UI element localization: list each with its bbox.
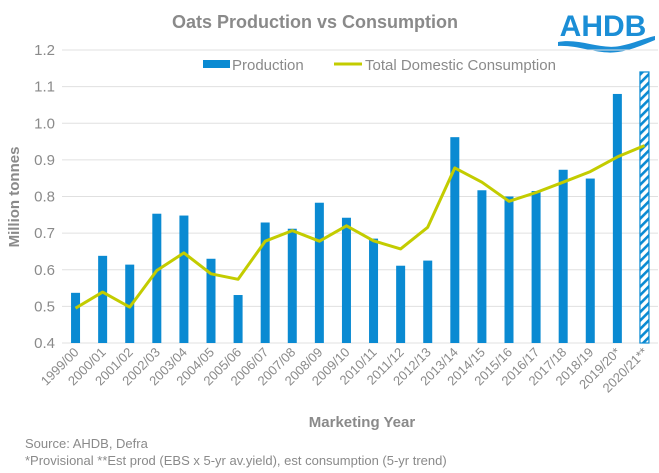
ahdb-logo: AHDB bbox=[558, 10, 655, 53]
production-bar bbox=[314, 202, 324, 343]
chart-title: Oats Production vs Consumption bbox=[172, 12, 458, 32]
y-tick-label: 0.6 bbox=[34, 262, 55, 279]
production-bar bbox=[423, 260, 433, 343]
footnote: *Provisional **Est prod (EBS x 5-yr av.y… bbox=[25, 453, 447, 468]
production-bar bbox=[98, 255, 108, 343]
production-bar bbox=[260, 222, 270, 343]
production-bar bbox=[125, 264, 135, 343]
y-tick-label: 0.8 bbox=[34, 189, 55, 206]
production-bar bbox=[585, 178, 595, 343]
production-bar bbox=[450, 137, 460, 343]
y-tick-labels: 0.4 0.5 0.6 0.7 0.8 0.9 1.0 1.1 1.2 bbox=[34, 42, 55, 352]
x-tick-labels: 1999/002000/012001/022002/032003/042004/… bbox=[38, 345, 651, 396]
production-bar bbox=[233, 295, 243, 343]
legend: Production Total Domestic Consumption bbox=[203, 57, 556, 74]
legend-swatch-production bbox=[203, 60, 230, 68]
gridlines bbox=[62, 49, 658, 344]
y-tick-label: 0.9 bbox=[34, 152, 55, 169]
production-bar bbox=[71, 292, 81, 343]
production-bar bbox=[612, 93, 622, 343]
y-tick-label: 0.7 bbox=[34, 225, 55, 242]
y-axis-title: Million tonnes bbox=[6, 147, 23, 248]
logo-text: AHDB bbox=[560, 10, 647, 43]
production-bar bbox=[341, 217, 351, 343]
y-tick-label: 0.5 bbox=[34, 298, 55, 315]
production-bar bbox=[504, 196, 514, 343]
y-tick-label: 1.0 bbox=[34, 115, 55, 132]
consumption-line bbox=[74, 144, 646, 310]
production-bar bbox=[179, 215, 189, 343]
production-bar bbox=[369, 238, 379, 343]
production-bar bbox=[477, 190, 487, 343]
consumption-line-path bbox=[74, 144, 646, 310]
logo-wave-icon bbox=[558, 36, 655, 53]
production-bar bbox=[558, 169, 568, 343]
source-note: Source: AHDB, Defra bbox=[25, 436, 149, 451]
y-tick-label: 1.1 bbox=[34, 79, 55, 96]
y-tick-label: 1.2 bbox=[34, 42, 55, 59]
production-bar-estimated bbox=[639, 71, 650, 344]
production-bar bbox=[206, 258, 216, 343]
production-bar bbox=[152, 213, 162, 343]
production-bars bbox=[71, 71, 650, 344]
legend-label-consumption: Total Domestic Consumption bbox=[365, 57, 556, 74]
legend-label-production: Production bbox=[232, 57, 304, 74]
production-bar bbox=[396, 265, 406, 343]
production-bar bbox=[287, 228, 297, 343]
production-bar bbox=[531, 191, 541, 343]
x-axis-title: Marketing Year bbox=[309, 414, 416, 431]
y-tick-label: 0.4 bbox=[34, 335, 55, 352]
